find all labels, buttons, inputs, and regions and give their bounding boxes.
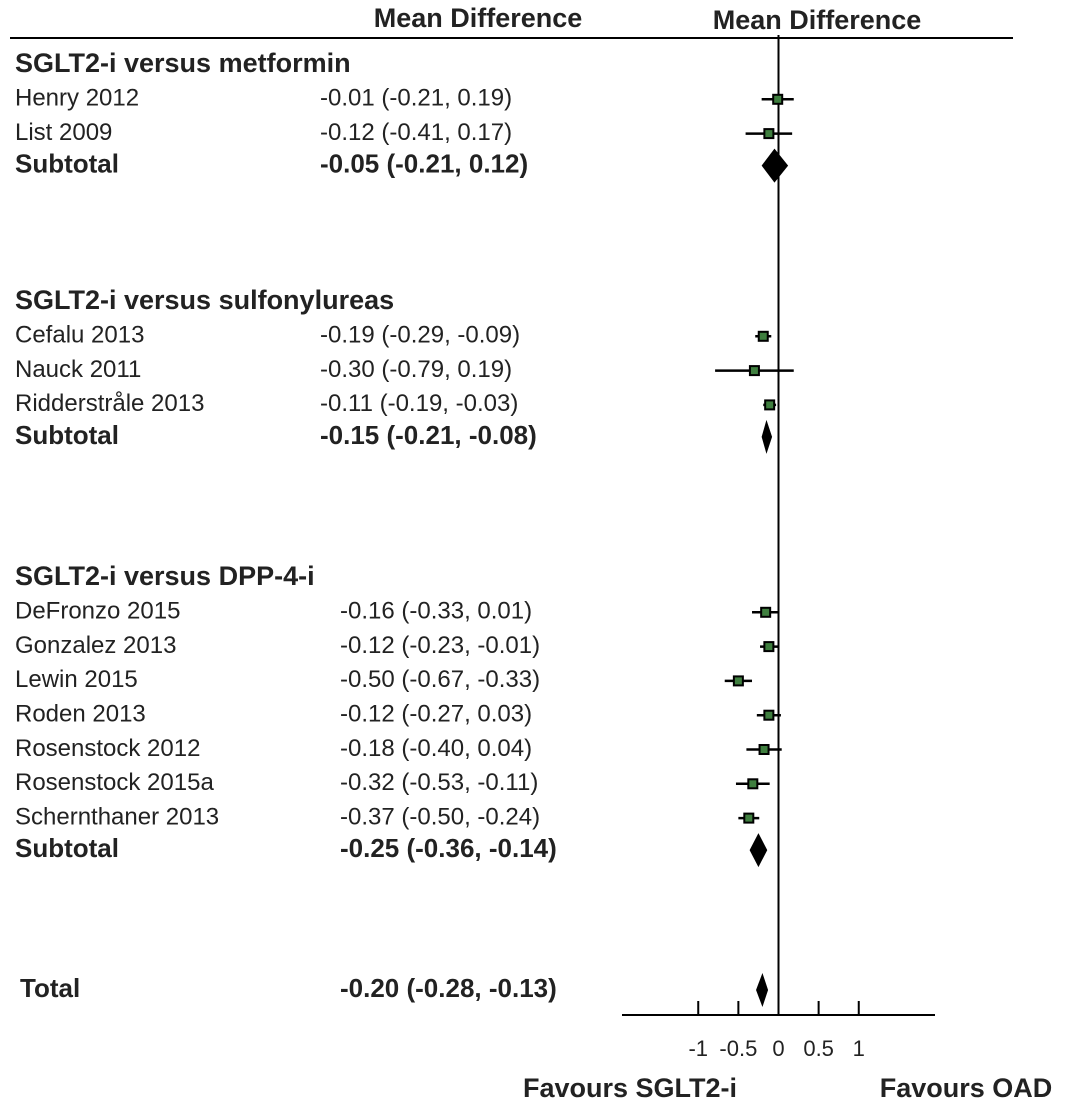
point-estimate [763,641,775,653]
study-name: Rosenstock 2015a [15,769,214,796]
study-estimate: -0.18 (-0.40, 0.04) [340,735,532,762]
x-tick-label: 1 [853,1036,865,1061]
study-name: Schernthaner 2013 [15,803,219,830]
point-estimate [747,778,759,790]
study-name: Gonzalez 2013 [15,632,176,659]
point-estimate [763,709,775,721]
study-name: DeFronzo 2015 [15,598,180,625]
point-estimate [757,330,769,342]
pooled-diamond [749,833,768,868]
group-title: SGLT2-i versus metformin [15,48,351,78]
point-estimate [743,812,755,824]
study-name: List 2009 [15,119,112,146]
point-estimate [760,606,772,618]
x-tick-label: 0.5 [803,1036,834,1061]
study-name: Nauck 2011 [15,356,141,383]
study-estimate: -0.12 (-0.27, 0.03) [340,701,532,728]
group-title: SGLT2-i versus DPP-4-i [15,561,315,591]
pooled-diamond [756,973,769,1007]
point-estimate [772,93,784,105]
point-estimate [758,744,770,755]
point-estimate [748,365,760,377]
study-estimate: -0.12 (-0.41, 0.17) [320,119,512,146]
study-name: Henry 2012 [15,85,139,112]
study-name: Ridderstråle 2013 [15,390,204,417]
study-estimate: -0.12 (-0.23, -0.01) [340,632,540,659]
study-name: Cefalu 2013 [15,322,144,349]
pooled-name: Subtotal [15,420,119,450]
column-header: Mean Difference [713,5,922,35]
pooled-estimate: -0.20 (-0.28, -0.13) [340,973,557,1003]
column-header: Mean Difference [374,3,583,33]
pooled-name: Total [20,973,80,1003]
study-name: Rosenstock 2012 [15,735,200,762]
study-estimate: -0.11 (-0.19, -0.03) [320,390,518,417]
pooled-estimate: -0.05 (-0.21, 0.12) [320,148,528,178]
study-name: Roden 2013 [15,701,146,728]
x-axis-label: Favours SGLT2-i [523,1073,737,1103]
group-title: SGLT2-i versus sulfonylureas [15,285,394,315]
study-estimate: -0.50 (-0.67, -0.33) [340,666,540,693]
study-estimate: -0.30 (-0.79, 0.19) [320,356,512,383]
x-axis-label: Favours OAD [880,1073,1053,1103]
pooled-name: Subtotal [15,148,119,178]
study-estimate: -0.16 (-0.33, 0.01) [340,598,532,625]
study-estimate: -0.37 (-0.50, -0.24) [340,803,540,830]
study-estimate: -0.32 (-0.53, -0.11) [340,769,538,796]
x-tick-label: -0.5 [719,1036,757,1061]
study-name: Lewin 2015 [15,666,138,693]
pooled-name: Subtotal [15,833,119,863]
pooled-estimate: -0.25 (-0.36, -0.14) [340,833,557,863]
study-estimate: -0.01 (-0.21, 0.19) [320,85,512,112]
pooled-diamond [761,419,773,454]
point-estimate [763,128,775,140]
pooled-diamond [761,148,789,183]
x-tick-label: -1 [688,1036,708,1061]
pooled-estimate: -0.15 (-0.21, -0.08) [320,420,537,450]
x-tick-label: 0 [772,1036,784,1061]
point-estimate [732,675,744,687]
study-estimate: -0.19 (-0.29, -0.09) [320,322,520,349]
point-estimate [764,399,776,411]
